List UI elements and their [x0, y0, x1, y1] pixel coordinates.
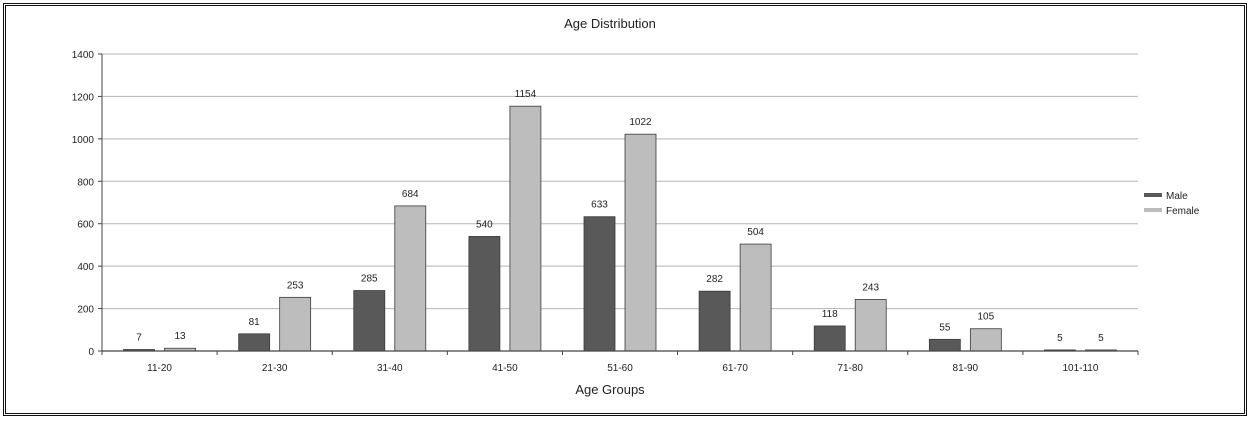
data-label-male: 118: [822, 309, 838, 320]
data-label-female: 504: [747, 227, 764, 238]
data-label-female: 253: [287, 280, 304, 291]
y-tick-label: 1400: [72, 50, 95, 61]
data-label-female: 1022: [629, 117, 652, 128]
legend-label-female: Female: [1166, 206, 1200, 217]
x-tick-label: 31-40: [377, 363, 403, 374]
legend: Male Female: [1144, 191, 1200, 217]
y-tick-label: 200: [77, 305, 94, 316]
x-tick-label: 11-20: [147, 363, 172, 374]
data-label-male: 55: [939, 322, 951, 333]
data-label-female: 5: [1098, 333, 1104, 344]
gridlines: [102, 53, 1138, 352]
bar-male-31-40: [353, 290, 386, 352]
data-label-male: 633: [591, 200, 608, 211]
bar-female-71-80: [854, 299, 887, 352]
bar-female-51-60: [624, 133, 657, 352]
data-label-female: 1154: [515, 89, 537, 100]
bar-male-81-90: [928, 338, 961, 352]
data-label-male: 5: [1057, 333, 1063, 344]
chart-title: Age Distribution: [564, 16, 656, 31]
x-tick-label: 41-50: [492, 363, 518, 374]
bar-male-21-30: [238, 333, 271, 352]
data-label-female: 243: [862, 282, 879, 293]
data-label-male: 540: [476, 219, 493, 230]
bar-male-71-80: [813, 325, 846, 352]
chart-frame: Age Distribution 0 200 400 600 800 1000 1200 14…: [3, 3, 1247, 416]
bar-female-41-50: [509, 105, 542, 352]
x-tick-label: 101-110: [1062, 363, 1098, 374]
y-tick-label: 1200: [72, 92, 95, 103]
data-label-male: 285: [361, 274, 378, 285]
bar-female-61-70: [739, 243, 772, 352]
x-tick-label: 21-30: [262, 363, 288, 374]
bar-female-31-40: [394, 205, 427, 352]
y-tick-label: 800: [77, 177, 94, 188]
x-axis-title: Age Groups: [575, 382, 645, 397]
y-axis: 0 200 400 600 800 1000 1200 1400: [72, 50, 103, 358]
y-tick-label: 400: [77, 262, 94, 273]
data-label-female: 105: [977, 312, 994, 323]
data-label-male: 81: [249, 317, 261, 328]
x-tick-label: 71-80: [837, 363, 863, 374]
data-label-male: 7: [136, 333, 142, 344]
legend-label-male: Male: [1166, 191, 1188, 202]
y-tick-label: 0: [88, 347, 94, 358]
bar-male-51-60: [583, 216, 616, 352]
bar-female-21-30: [279, 296, 312, 352]
bar-male-41-50: [468, 236, 501, 352]
bar-chart: Age Distribution 0 200 400 600 800 1000 1200 14…: [72, 16, 1200, 397]
bar-male-61-70: [698, 290, 731, 352]
x-tick-label: 61-70: [722, 363, 748, 374]
y-tick-label: 1000: [72, 135, 95, 146]
data-label-female: 684: [402, 189, 419, 200]
x-tick-label: 51-60: [607, 363, 633, 374]
bar-female-81-90: [969, 328, 1002, 352]
data-label-female: 13: [174, 331, 186, 342]
bars: 7 13 81 253 285 684 540 1154 633 1022 282 504 118 243…: [123, 89, 1117, 352]
y-tick-label: 600: [77, 220, 94, 231]
data-label-male: 282: [706, 274, 723, 285]
x-tick-label: 81-90: [953, 363, 979, 374]
x-axis: 11-20 21-30 31-40 41-50 51-60 61-70 71-80 81-90…: [101, 350, 1139, 374]
